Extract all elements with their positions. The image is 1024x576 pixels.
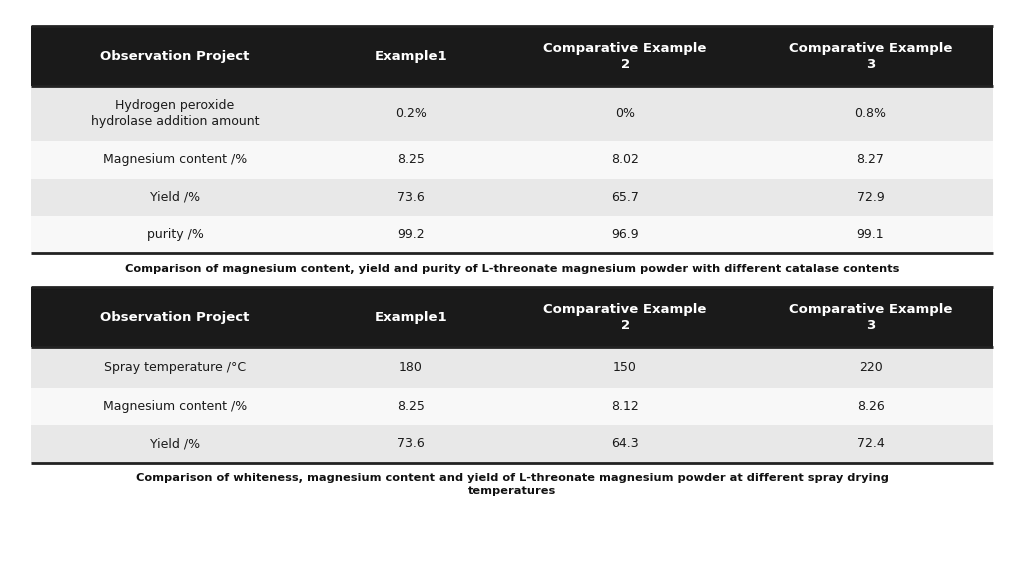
Bar — [503, 179, 748, 216]
Bar — [503, 216, 748, 253]
Bar — [748, 86, 993, 141]
Bar — [503, 141, 748, 179]
Text: Comparative Example
3: Comparative Example 3 — [788, 41, 952, 71]
Bar — [319, 287, 503, 347]
Text: 0%: 0% — [615, 107, 635, 120]
Text: Hydrogen peroxide
hydrolase addition amount: Hydrogen peroxide hydrolase addition amo… — [91, 99, 259, 128]
Text: 8.27: 8.27 — [857, 153, 885, 166]
Bar — [31, 86, 319, 141]
Text: Magnesium content /%: Magnesium content /% — [103, 400, 247, 413]
Bar — [31, 179, 319, 216]
Text: 0.2%: 0.2% — [395, 107, 427, 120]
Text: Magnesium content /%: Magnesium content /% — [103, 153, 247, 166]
Bar — [319, 179, 503, 216]
Text: Comparison of magnesium content, yield and purity of L-threonate magnesium powde: Comparison of magnesium content, yield a… — [125, 264, 899, 274]
Bar — [503, 287, 748, 347]
Bar — [319, 86, 503, 141]
Bar — [748, 287, 993, 347]
Bar — [748, 388, 993, 425]
Bar — [319, 216, 503, 253]
Bar — [319, 388, 503, 425]
Text: Yield /%: Yield /% — [151, 437, 200, 450]
Bar — [748, 141, 993, 179]
Bar — [503, 388, 748, 425]
Bar — [319, 26, 503, 86]
Text: 220: 220 — [859, 361, 883, 374]
Bar — [503, 425, 748, 463]
Text: purity /%: purity /% — [146, 228, 204, 241]
Text: Comparison of whiteness, magnesium content and yield of L-threonate magnesium po: Comparison of whiteness, magnesium conte… — [135, 473, 889, 496]
Text: Comparative Example
2: Comparative Example 2 — [544, 302, 707, 332]
Text: 180: 180 — [399, 361, 423, 374]
Text: Example1: Example1 — [375, 50, 447, 63]
Bar — [503, 347, 748, 388]
Bar — [31, 287, 319, 347]
Text: Comparative Example
2: Comparative Example 2 — [544, 41, 707, 71]
Text: 150: 150 — [613, 361, 637, 374]
Bar — [748, 347, 993, 388]
Text: 8.26: 8.26 — [857, 400, 885, 413]
Bar — [319, 141, 503, 179]
Text: Observation Project: Observation Project — [100, 310, 250, 324]
Text: 0.8%: 0.8% — [855, 107, 887, 120]
Text: 73.6: 73.6 — [397, 191, 425, 204]
Text: Comparative Example
3: Comparative Example 3 — [788, 302, 952, 332]
Text: 8.25: 8.25 — [397, 153, 425, 166]
Bar — [31, 425, 319, 463]
Bar — [31, 347, 319, 388]
Bar — [748, 216, 993, 253]
Bar — [31, 216, 319, 253]
Text: Spray temperature /°C: Spray temperature /°C — [104, 361, 246, 374]
Bar — [503, 86, 748, 141]
Text: Example1: Example1 — [375, 310, 447, 324]
Text: 8.25: 8.25 — [397, 400, 425, 413]
Bar — [31, 388, 319, 425]
Text: 99.2: 99.2 — [397, 228, 425, 241]
Bar — [503, 26, 748, 86]
Text: Observation Project: Observation Project — [100, 50, 250, 63]
Text: 96.9: 96.9 — [611, 228, 639, 241]
Bar — [748, 425, 993, 463]
Text: 73.6: 73.6 — [397, 437, 425, 450]
Bar — [319, 347, 503, 388]
Text: Yield /%: Yield /% — [151, 191, 200, 204]
Text: 99.1: 99.1 — [857, 228, 885, 241]
Text: 72.9: 72.9 — [857, 191, 885, 204]
Bar — [748, 179, 993, 216]
Text: 72.4: 72.4 — [857, 437, 885, 450]
Text: 64.3: 64.3 — [611, 437, 639, 450]
Bar — [748, 26, 993, 86]
Bar — [319, 425, 503, 463]
Bar — [31, 141, 319, 179]
Text: 8.12: 8.12 — [611, 400, 639, 413]
Bar — [31, 26, 319, 86]
Text: 65.7: 65.7 — [611, 191, 639, 204]
Text: 8.02: 8.02 — [611, 153, 639, 166]
